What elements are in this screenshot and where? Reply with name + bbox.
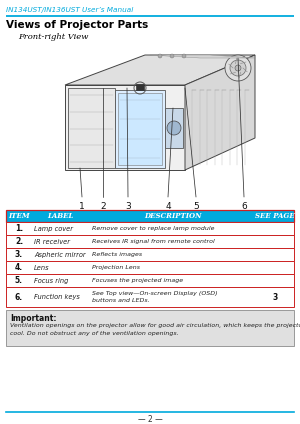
Text: 4: 4 (165, 202, 171, 211)
Text: Important:: Important: (10, 314, 56, 323)
Bar (136, 84, 144, 90)
Circle shape (225, 55, 251, 81)
Bar (6, 248, 294, 261)
Text: — 2 —: — 2 — (138, 415, 162, 424)
Text: Remove cover to replace lamp module: Remove cover to replace lamp module (92, 226, 214, 231)
Text: 1.: 1. (15, 224, 23, 233)
Text: Front-right View: Front-right View (18, 33, 88, 41)
Polygon shape (65, 85, 185, 170)
Text: 6.: 6. (15, 293, 23, 301)
Text: 5.: 5. (15, 276, 23, 285)
Bar (6, 210, 294, 222)
Text: SEE PAGE: SEE PAGE (255, 212, 295, 220)
Text: DESCRIPTION: DESCRIPTION (144, 212, 202, 220)
Polygon shape (118, 93, 162, 165)
Bar (6, 310, 294, 346)
Text: Reflects images: Reflects images (92, 252, 142, 257)
Text: Function keys: Function keys (34, 294, 80, 300)
Polygon shape (185, 55, 255, 170)
Bar (6, 222, 294, 235)
Text: See Top view—On-screen Display (OSD): See Top view—On-screen Display (OSD) (92, 292, 217, 296)
Text: LABEL: LABEL (47, 212, 74, 220)
Bar (6, 235, 294, 248)
Text: Lamp cover: Lamp cover (34, 226, 73, 232)
Bar (6, 287, 294, 307)
Text: Ventilation openings on the projector allow for good air circulation, which keep: Ventilation openings on the projector al… (10, 323, 300, 328)
Text: 2: 2 (100, 202, 106, 211)
Circle shape (170, 54, 174, 58)
Text: 2.: 2. (15, 237, 23, 246)
Text: 5: 5 (193, 202, 199, 211)
Polygon shape (115, 90, 165, 168)
Circle shape (167, 121, 181, 135)
Text: Lens: Lens (34, 265, 50, 271)
Bar (6, 274, 294, 287)
Text: buttons and LEDs.: buttons and LEDs. (92, 298, 149, 304)
Text: Views of Projector Parts: Views of Projector Parts (6, 20, 148, 30)
Polygon shape (68, 88, 115, 168)
Text: 6: 6 (241, 202, 247, 211)
Text: Projection Lens: Projection Lens (92, 265, 140, 270)
Text: cool. Do not obstruct any of the ventilation openings.: cool. Do not obstruct any of the ventila… (10, 331, 178, 336)
Circle shape (235, 65, 241, 71)
Polygon shape (150, 55, 255, 58)
Polygon shape (165, 108, 183, 148)
Circle shape (158, 54, 162, 58)
Polygon shape (65, 55, 255, 85)
Text: Focuses the projected image: Focuses the projected image (92, 278, 183, 283)
Text: IN134UST/IN136UST User’s Manual: IN134UST/IN136UST User’s Manual (6, 7, 133, 13)
Bar (6, 261, 294, 274)
Text: 3.: 3. (15, 250, 23, 259)
Text: 3: 3 (125, 202, 131, 211)
Text: 1: 1 (79, 202, 85, 211)
Text: Focus ring: Focus ring (34, 277, 68, 284)
Circle shape (182, 54, 186, 58)
Text: 3: 3 (273, 293, 278, 301)
Text: IR receiver: IR receiver (34, 238, 70, 245)
Circle shape (230, 60, 246, 76)
Text: ITEM: ITEM (8, 212, 30, 220)
Text: Receives IR signal from remote control: Receives IR signal from remote control (92, 239, 214, 244)
Text: Aspheric mirror: Aspheric mirror (34, 251, 86, 257)
Text: 4.: 4. (15, 263, 23, 272)
